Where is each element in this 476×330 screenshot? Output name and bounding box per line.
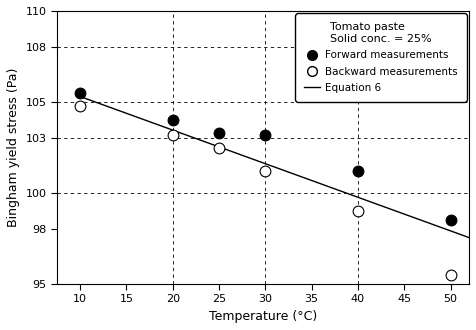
Point <box>215 130 223 136</box>
Point <box>215 145 223 150</box>
Point <box>76 90 84 95</box>
Point <box>76 103 84 108</box>
Point <box>447 218 455 223</box>
Legend: Forward measurements, Backward measurements, Equation 6: Forward measurements, Backward measureme… <box>298 16 464 99</box>
Point <box>447 272 455 278</box>
Point <box>261 169 269 174</box>
Point <box>261 132 269 137</box>
Point <box>169 132 177 137</box>
X-axis label: Temperature (°C): Temperature (°C) <box>209 310 317 323</box>
Point <box>354 209 362 214</box>
Point <box>169 117 177 123</box>
Point <box>354 169 362 174</box>
Y-axis label: Bingham yield stress (Pa): Bingham yield stress (Pa) <box>7 68 20 227</box>
